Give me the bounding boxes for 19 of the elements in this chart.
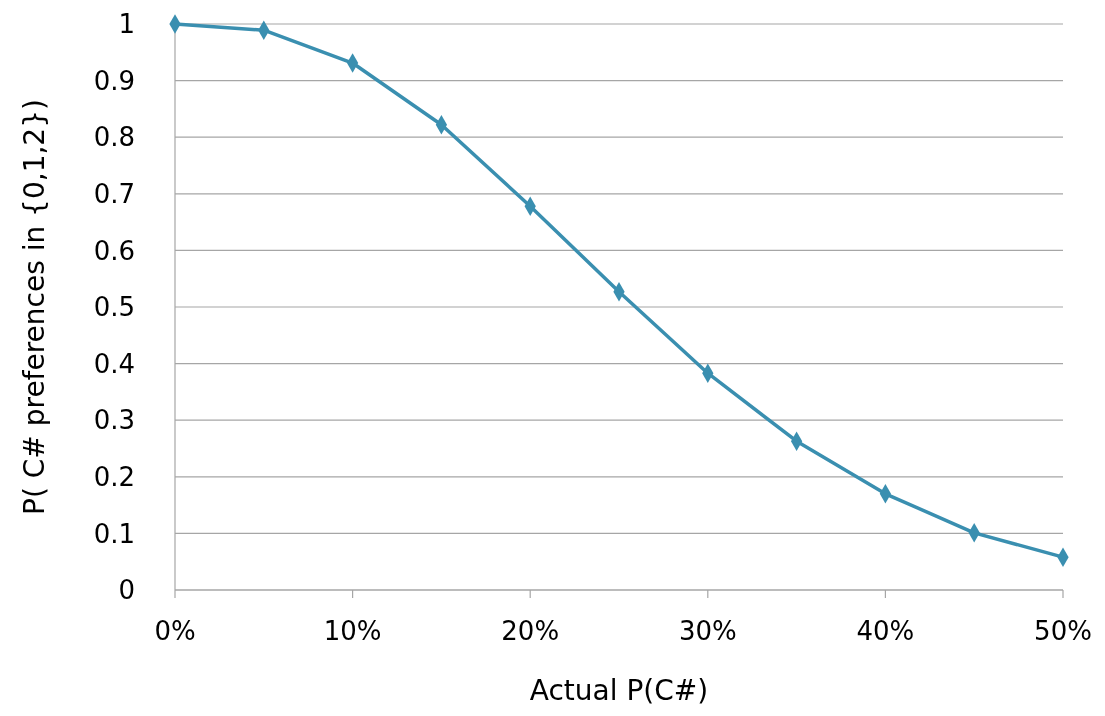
y-tick-label: 0.8	[93, 122, 135, 153]
x-tick-label: 50%	[1034, 616, 1092, 646]
x-tick-label: 0%	[154, 616, 196, 646]
x-tick-label: 30%	[678, 616, 737, 646]
x-tick-label: 10%	[323, 616, 382, 646]
y-tick-label: 1	[118, 9, 135, 40]
y-tick-label: 0	[118, 575, 135, 606]
y-tick-label: 0.1	[93, 518, 135, 549]
x-axis-title: Actual P(C#)	[529, 674, 709, 707]
x-tick-label: 20%	[501, 616, 560, 646]
y-tick-label: 0.9	[93, 65, 135, 96]
y-tick-label: 0.5	[93, 292, 135, 323]
x-tick-label: 40%	[856, 616, 915, 646]
y-tick-label: 0.2	[93, 461, 135, 492]
y-tick-label: 0.7	[93, 178, 135, 209]
y-tick-label: 0.3	[93, 405, 135, 436]
y-tick-label: 0.6	[93, 235, 135, 266]
y-tick-label: 0.4	[93, 348, 135, 379]
y-axis-title: P( C# preferences in {0,1,2})	[18, 99, 51, 515]
